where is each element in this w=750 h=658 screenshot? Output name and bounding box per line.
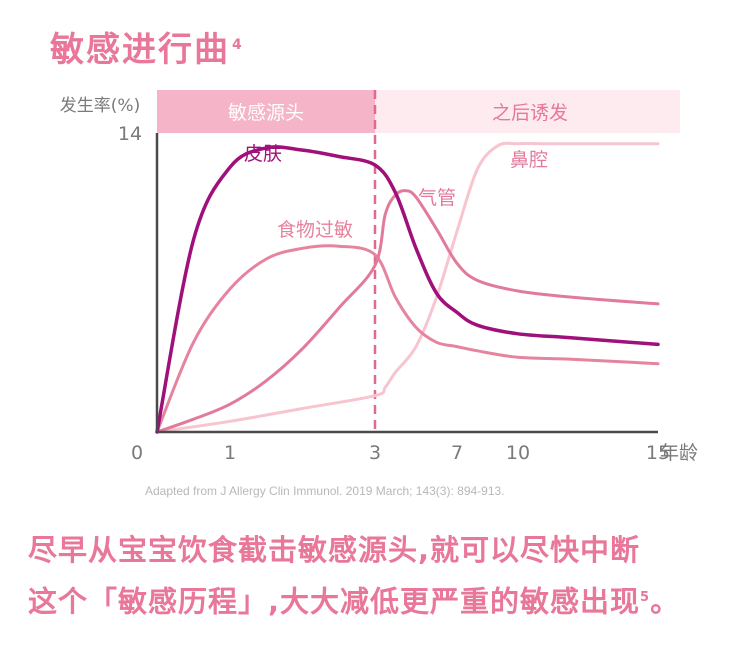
source-citation: Adapted from J Allergy Clin Immunol. 201… [145,484,505,498]
conclusion-line-2: 这个「敏感历程」,大大减低更严重的敏感出现5。 [28,574,728,626]
phase-band-after [375,90,680,133]
x-tick-label-0: 0 [131,442,143,464]
x-tick-label-10: 10 [506,442,530,464]
conclusion-end-mark: 。 [650,584,681,619]
series-line-food [155,244,660,434]
y-axis-label: 发生率(%) [60,96,140,116]
conclusion-text: 尽早从宝宝饮食截击敏感源头,就可以尽快中断 这个「敏感历程」,大大减低更严重的敏… [28,527,728,626]
title-reference: 4 [232,36,244,53]
series-label-nose: 鼻腔 [510,149,548,171]
page-title: 敏感进行曲 4 [50,22,244,71]
x-tick-label-3: 3 [369,442,381,464]
series-label-airway: 气管 [418,187,456,209]
series-line-skin [155,145,660,434]
conclusion-reference: 5 [640,590,651,605]
x-tick-label-7: 7 [451,442,463,464]
series-line-nose [155,141,660,434]
phase-band-source [157,90,375,133]
conclusion-line-1: 尽早从宝宝饮食截击敏感源头,就可以尽快中断 [28,533,641,567]
conclusion-line-2-text: 这个「敏感历程」,大大减低更严重的敏感出现 [28,584,641,619]
title-text: 敏感进行曲 [50,30,230,70]
phase-label-after: 之后诱发 [492,102,568,124]
x-tick-label-1: 1 [224,442,236,464]
x-tick-label-15: 15 [646,442,670,464]
phase-label-source: 敏感源头 [228,102,304,124]
x-axis-label: 年龄 [660,442,698,464]
series-label-skin: 皮肤 [244,143,282,165]
y-tick-label-14: 14 [118,123,142,145]
series-label-food: 食物过敏 [277,219,353,241]
